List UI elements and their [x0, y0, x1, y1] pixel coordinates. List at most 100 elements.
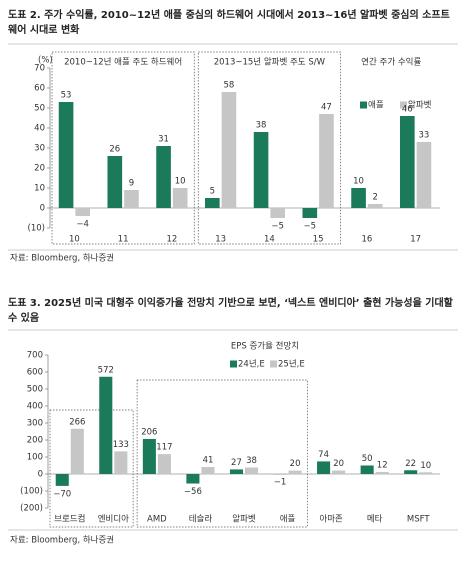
x-tick-label: 17	[410, 235, 421, 245]
y-tick-label: 100	[27, 453, 43, 463]
value-label: 20	[333, 459, 344, 469]
x-tick-label: MSFT	[407, 515, 430, 525]
bar	[157, 454, 171, 474]
y-tick-label: 70	[34, 64, 45, 74]
value-label: 266	[69, 417, 85, 427]
bar	[351, 188, 366, 208]
y-tick-label: 30	[34, 144, 45, 154]
value-label: 27	[231, 458, 242, 468]
bar	[400, 116, 415, 208]
value-label: 38	[246, 456, 257, 466]
bar	[253, 132, 269, 208]
x-tick-label: 14	[264, 235, 275, 245]
y-tick-label: 700	[27, 351, 43, 361]
y-tick-label: 40	[34, 124, 45, 134]
value-label: 10	[420, 461, 431, 471]
bar	[245, 467, 259, 474]
bar	[319, 114, 334, 208]
bar	[114, 451, 128, 474]
bar	[416, 142, 432, 208]
y-tick-label: 600	[27, 368, 43, 378]
value-label: 53	[61, 91, 72, 101]
y-tick-label: 50	[34, 104, 45, 114]
value-label: 46	[402, 105, 413, 115]
group-box	[51, 51, 195, 245]
x-tick-label: 애플	[280, 515, 296, 525]
bar	[229, 469, 243, 474]
value-label: 10	[353, 177, 364, 187]
value-label: 9	[129, 179, 134, 189]
value-label: 58	[224, 81, 235, 91]
x-tick-label: AMD	[147, 515, 167, 525]
annotation: 2013~15년 알파벳 주도 S/W	[214, 57, 326, 68]
legend-swatch	[360, 101, 367, 109]
value-label: 133	[113, 440, 129, 450]
source: 자료: Bloomberg, 하나증권	[10, 535, 114, 546]
source: 자료: Bloomberg, 하나증권	[10, 253, 114, 264]
value-label: −5	[304, 222, 317, 232]
bar	[270, 208, 285, 218]
bar	[124, 190, 139, 208]
x-tick-label: 16	[361, 235, 372, 245]
x-tick-label: 엔비디아	[98, 514, 129, 525]
value-label: −70	[53, 489, 71, 499]
legend-label: 알파벳	[408, 100, 432, 111]
y-tick-label: 400	[27, 402, 43, 412]
x-tick-label: 브로드컴	[54, 514, 85, 525]
annotation: 연간 주가 수익률	[361, 57, 421, 68]
x-tick-label: 메타	[367, 515, 383, 525]
value-label: 206	[141, 427, 157, 437]
value-label: 117	[156, 443, 172, 453]
chart-title: 도표 3. 2025년 미국 대형주 이익증가율 전망치 기반으로 보면, ‘넥…	[8, 298, 453, 324]
group-box	[49, 409, 134, 528]
y-tick-label: 10	[34, 184, 45, 194]
value-label: 10	[175, 177, 186, 187]
value-label: −1	[274, 478, 287, 488]
bar	[205, 198, 220, 208]
chart-title: 도표 2. 주가 수익률, 2010~12년 애플 중심의 하드웨어 시대에서 …	[8, 10, 450, 36]
legend-swatch	[230, 360, 237, 368]
value-label: 38	[256, 121, 267, 131]
y-tick-label: 60	[34, 84, 45, 94]
bar	[55, 474, 69, 486]
y-tick-label: 20	[34, 164, 45, 174]
bar	[70, 428, 84, 474]
legend-label: 24년,E	[238, 359, 265, 370]
value-label: −5	[271, 222, 284, 232]
legend-label: 25년,E	[278, 359, 305, 370]
group-box	[197, 51, 341, 245]
value-label: 31	[158, 135, 169, 145]
x-tick-label: 13	[215, 235, 226, 245]
bar	[288, 470, 302, 474]
bar	[404, 470, 418, 474]
x-tick-label: 알파벳	[232, 514, 256, 525]
x-tick-label: 11	[118, 235, 129, 245]
value-label: 5	[210, 187, 215, 197]
bar	[172, 188, 188, 208]
y-tick-label: (100)	[20, 487, 43, 497]
value-label: 20	[290, 459, 301, 469]
annotation: 2010~12년 애플 주도 하드웨어	[64, 57, 182, 68]
bar	[221, 92, 237, 208]
bar	[367, 204, 383, 208]
bar	[201, 467, 215, 474]
bar	[142, 438, 156, 474]
y-tick-label: 300	[27, 419, 43, 429]
value-label: 12	[377, 460, 388, 470]
bar	[302, 208, 318, 218]
bar	[75, 208, 90, 216]
y-axis-label: (%)	[38, 56, 53, 66]
bar	[186, 474, 200, 484]
y-tick-label: 0	[38, 470, 43, 480]
legend-label: 애플	[368, 101, 384, 111]
bar	[332, 470, 346, 474]
x-tick-label: 10	[69, 235, 80, 245]
value-label: 572	[98, 365, 114, 375]
value-label: −4	[76, 220, 89, 230]
x-tick-label: 15	[313, 235, 324, 245]
value-label: 74	[318, 450, 329, 460]
bar	[156, 146, 171, 208]
x-tick-label: 아마존	[319, 514, 343, 525]
